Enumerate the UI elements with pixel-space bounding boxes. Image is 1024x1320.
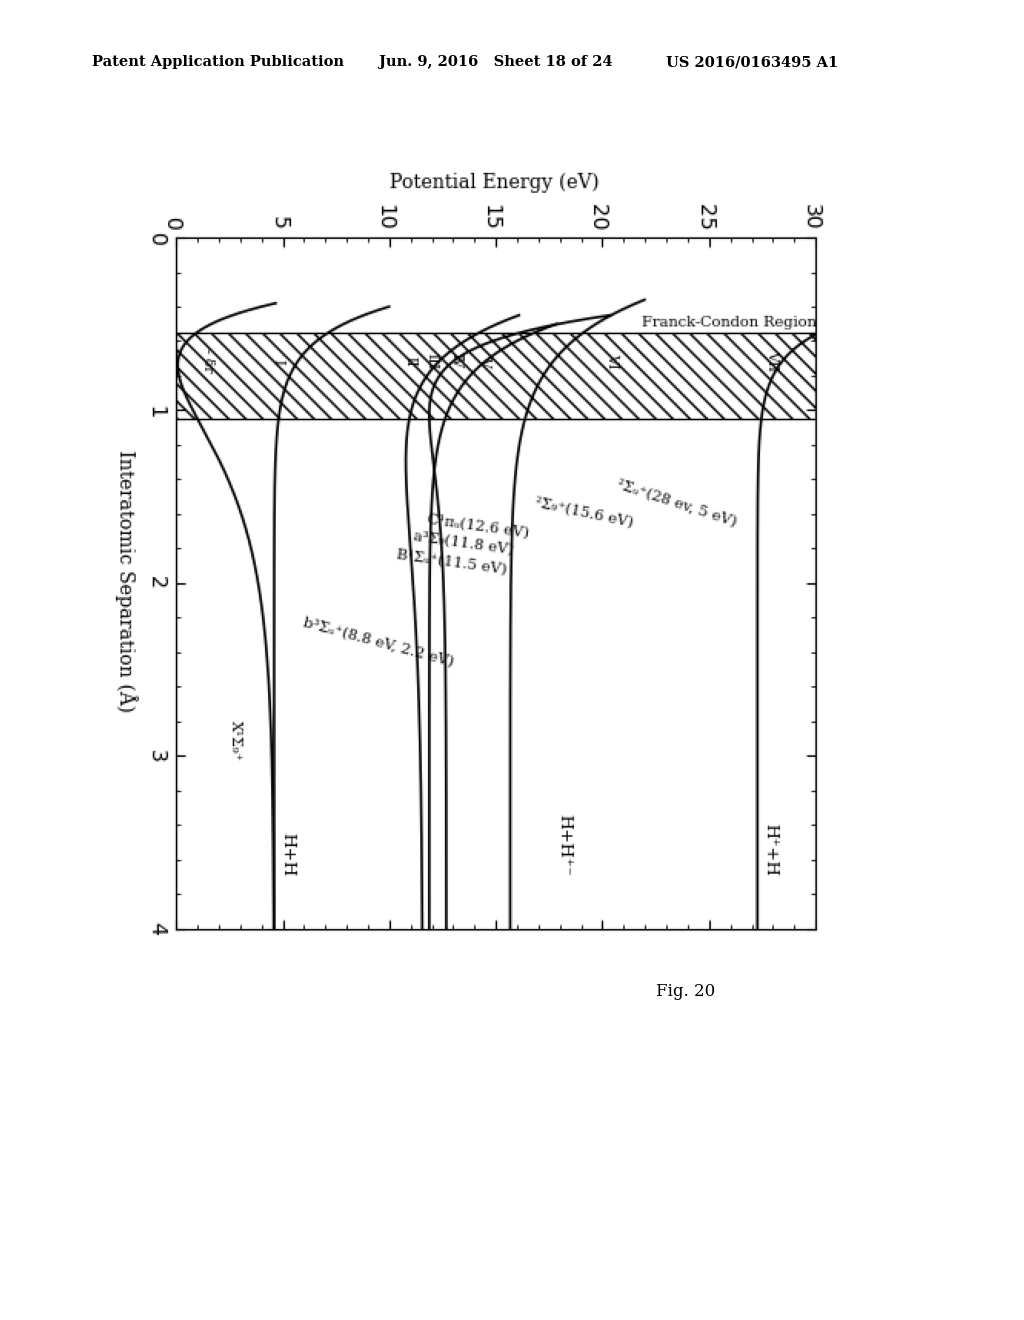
Text: Patent Application Publication: Patent Application Publication (92, 55, 344, 70)
Text: Fig. 20: Fig. 20 (656, 983, 716, 1001)
Text: US 2016/0163495 A1: US 2016/0163495 A1 (666, 55, 838, 70)
Text: Jun. 9, 2016   Sheet 18 of 24: Jun. 9, 2016 Sheet 18 of 24 (379, 55, 612, 70)
